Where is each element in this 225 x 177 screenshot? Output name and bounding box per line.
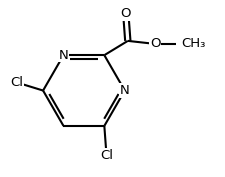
Text: Cl: Cl bbox=[10, 76, 23, 89]
Text: CH₃: CH₃ bbox=[181, 38, 205, 50]
Text: O: O bbox=[121, 7, 131, 20]
Text: N: N bbox=[59, 49, 68, 62]
Text: O: O bbox=[150, 38, 161, 50]
Text: Cl: Cl bbox=[100, 149, 113, 162]
Text: N: N bbox=[120, 84, 130, 97]
